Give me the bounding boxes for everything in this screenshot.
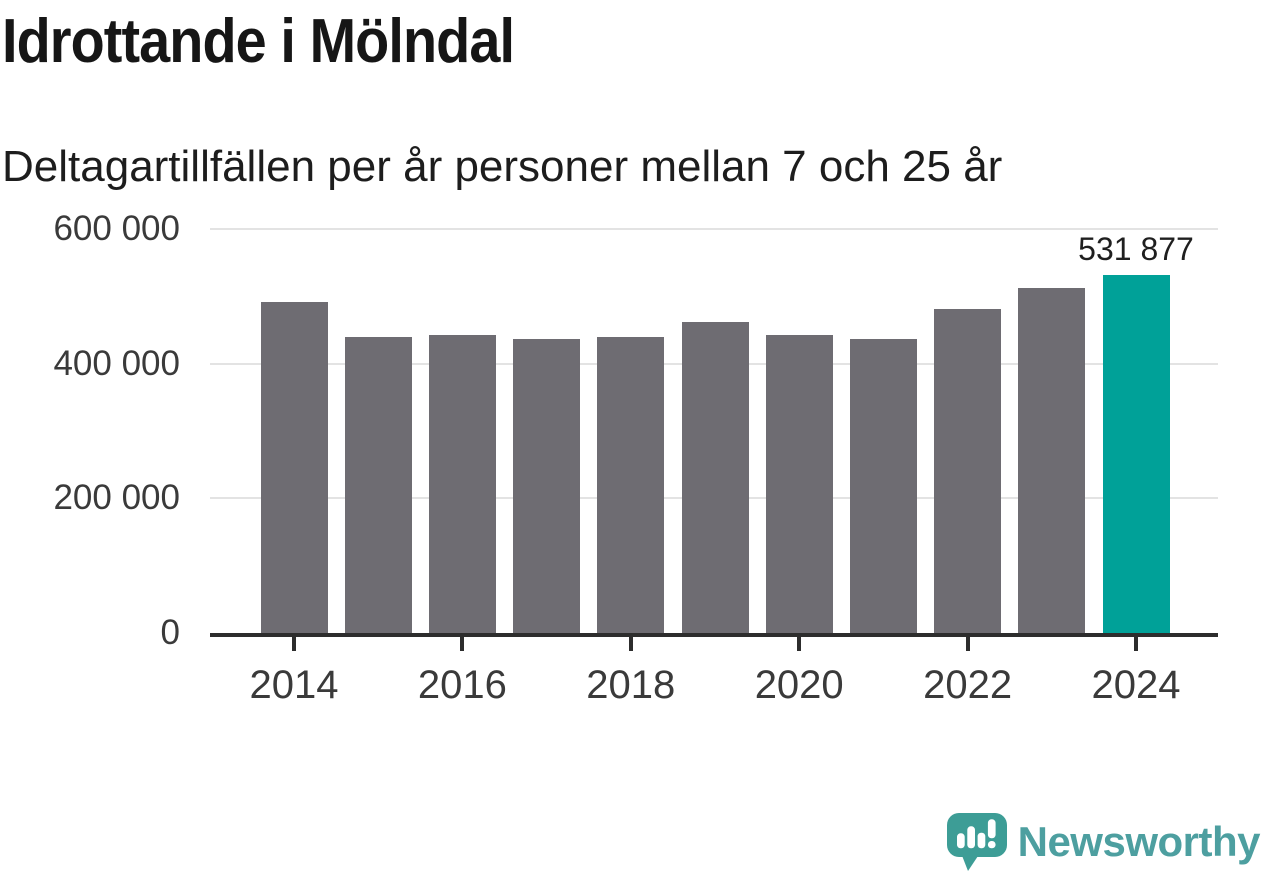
y-axis-label-200000: 200 000 (53, 478, 180, 518)
y-axis-label-400000: 400 000 (53, 343, 180, 383)
gridline-600000 (210, 228, 1218, 230)
y-axis-label-0: 0 (160, 613, 180, 652)
bar-chart-plot-area: 0 200 000 400 000 600 000 2014 2016 2018 2020 20… (0, 200, 1262, 720)
x-axis-tick-2018 (628, 637, 633, 651)
bar-2018 (597, 336, 665, 633)
x-axis-label-2024: 2024 (1091, 663, 1181, 707)
x-axis-line (210, 633, 1218, 637)
x-axis-tick-2020 (797, 637, 802, 651)
x-axis-label-2014: 2014 (249, 663, 339, 707)
bar-2024 (1102, 274, 1170, 633)
branding-wordmark: Newsworthy (1017, 818, 1261, 865)
bar-2014 (260, 301, 328, 633)
x-axis-label-2018: 2018 (586, 663, 676, 707)
x-axis-tick-2014 (292, 637, 296, 651)
bar-2019 (681, 321, 749, 633)
data-label-2024: 531 877 (1078, 230, 1194, 267)
x-axis-tick-2016 (460, 637, 465, 651)
x-axis-label-2020: 2020 (754, 663, 844, 707)
chart-subtitle: Deltagartillfällen per år personer mella… (2, 142, 1003, 191)
bar-2017 (513, 338, 581, 633)
bar-2021 (849, 338, 917, 633)
bar-2016 (428, 335, 496, 633)
bar-2022 (934, 309, 1002, 633)
bar-2020 (765, 334, 833, 633)
bar-2023 (1018, 288, 1086, 633)
branding: Newsworthy (946, 813, 1261, 871)
x-axis-label-2016: 2016 (417, 663, 507, 707)
y-axis-label-600000: 600 000 (53, 209, 180, 248)
x-axis-label-2022: 2022 (923, 663, 1013, 707)
bar-2015 (344, 337, 412, 633)
newsworthy-logo-icon (946, 813, 1007, 871)
x-axis-tick-2024 (1134, 637, 1138, 651)
x-axis-tick-2022 (965, 637, 970, 651)
chart-title: Idrottande i Mölndal (2, 7, 515, 76)
